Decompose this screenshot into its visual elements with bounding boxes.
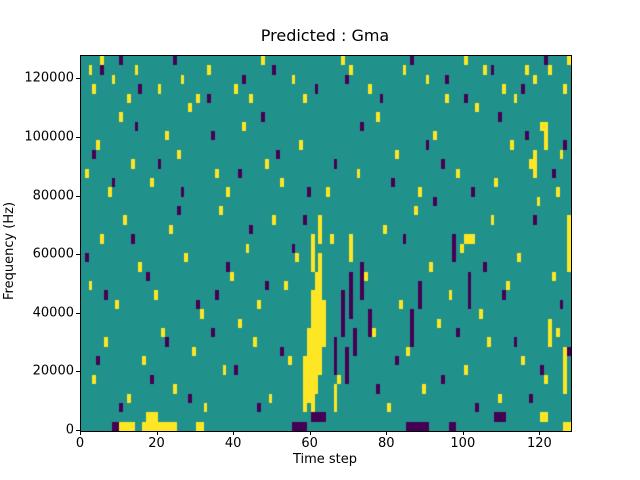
y-tick-label: 120000 xyxy=(24,70,74,86)
y-tick-mark xyxy=(76,137,80,139)
x-tick-mark xyxy=(462,431,464,435)
x-tick-mark xyxy=(80,431,81,435)
x-tick-mark xyxy=(386,431,388,435)
x-tick-label: 60 xyxy=(301,436,318,451)
y-tick-mark xyxy=(76,371,80,373)
x-tick-mark xyxy=(156,431,158,435)
y-tick-label: 100000 xyxy=(24,129,74,145)
x-tick-mark xyxy=(309,431,311,435)
y-tick-mark xyxy=(76,78,80,80)
y-tick-mark xyxy=(76,254,80,256)
y-tick-label: 0 xyxy=(65,422,74,438)
x-tick-label: 0 xyxy=(75,436,85,451)
x-tick-label: 40 xyxy=(224,436,242,451)
y-tick-mark xyxy=(76,312,80,314)
x-tick-mark xyxy=(539,431,541,435)
y-tick-label: 20000 xyxy=(32,363,74,379)
y-tick-mark xyxy=(76,195,80,197)
y-tick-label: 80000 xyxy=(32,188,74,204)
chart-title: Predicted : Gma xyxy=(260,26,390,45)
x-tick-mark xyxy=(233,431,235,435)
x-tick-label: 100 xyxy=(450,436,476,451)
x-tick-label: 20 xyxy=(148,436,165,451)
x-tick-label: 80 xyxy=(377,436,395,451)
y-tick-label: 40000 xyxy=(32,305,74,321)
x-tick-label: 120 xyxy=(526,436,552,451)
plot-area xyxy=(80,55,572,432)
heatmap-canvas xyxy=(81,56,571,431)
x-axis-label: Time step xyxy=(292,452,358,467)
y-tick-label: 60000 xyxy=(32,246,74,262)
y-tick-mark xyxy=(76,430,80,431)
